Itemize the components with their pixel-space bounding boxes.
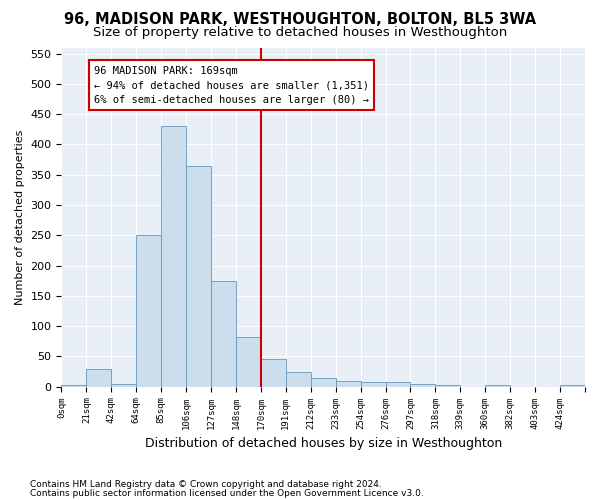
Bar [236, 337, 261, 386]
Bar [410, 384, 436, 386]
Text: Contains HM Land Registry data © Crown copyright and database right 2024.: Contains HM Land Registry data © Crown c… [30, 480, 382, 489]
Text: 96, MADISON PARK, WESTHOUGHTON, BOLTON, BL5 3WA: 96, MADISON PARK, WESTHOUGHTON, BOLTON, … [64, 12, 536, 28]
Bar [386, 382, 410, 386]
Bar [86, 368, 111, 386]
Bar [261, 360, 286, 386]
Bar [211, 280, 236, 386]
Bar [111, 384, 136, 386]
Y-axis label: Number of detached properties: Number of detached properties [15, 130, 25, 305]
Bar [161, 126, 186, 386]
Text: 96 MADISON PARK: 169sqm
← 94% of detached houses are smaller (1,351)
6% of semi-: 96 MADISON PARK: 169sqm ← 94% of detache… [94, 66, 369, 106]
Bar [361, 382, 386, 386]
Bar [136, 236, 161, 386]
Text: Size of property relative to detached houses in Westhoughton: Size of property relative to detached ho… [93, 26, 507, 39]
Bar [311, 378, 335, 386]
Bar [186, 166, 211, 386]
X-axis label: Distribution of detached houses by size in Westhoughton: Distribution of detached houses by size … [145, 437, 502, 450]
Bar [335, 380, 361, 386]
Bar [286, 372, 311, 386]
Text: Contains public sector information licensed under the Open Government Licence v3: Contains public sector information licen… [30, 488, 424, 498]
